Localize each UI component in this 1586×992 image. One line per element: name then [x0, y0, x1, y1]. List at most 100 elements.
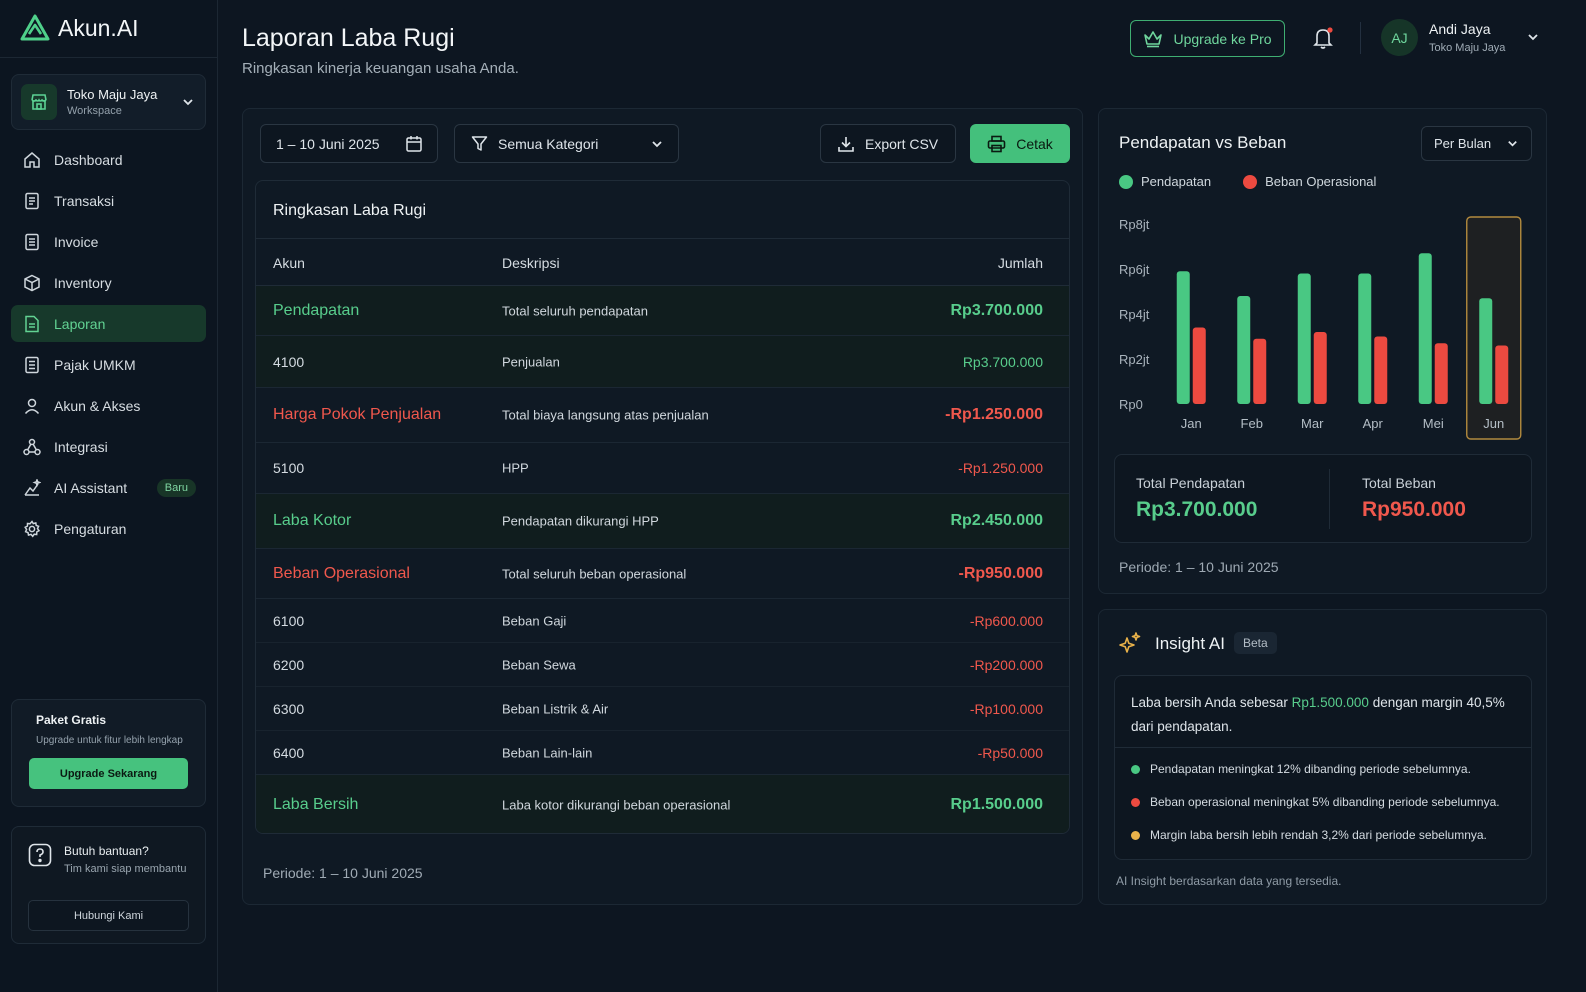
- y-tick-label: Rp8jt: [1119, 217, 1150, 232]
- invoice-icon: [22, 232, 42, 252]
- workspace-switcher[interactable]: Toko Maju Jaya Workspace: [11, 74, 206, 130]
- insight-footer: AI Insight berdasarkan data yang tersedi…: [1116, 874, 1342, 888]
- table-row[interactable]: 6400 Beban Lain-lain -Rp50.000: [256, 731, 1069, 775]
- sidebar-nav: Dashboard Transaksi Invoice Inventory La…: [11, 141, 206, 551]
- chart-legend: Pendapatan Beban Operasional: [1119, 174, 1408, 189]
- help-title: Butuh bantuan?: [64, 844, 149, 858]
- export-csv-button[interactable]: Export CSV: [820, 124, 956, 163]
- workspace-name: Toko Maju Jaya: [67, 87, 158, 102]
- account-amount: -Rp950.000: [958, 564, 1044, 582]
- account-amount: Rp1.500.000: [950, 796, 1043, 813]
- sidebar-item-inventory[interactable]: Inventory: [11, 264, 206, 301]
- user-org: Toko Maju Jaya: [1429, 42, 1506, 54]
- upgrade-now-button[interactable]: Upgrade Sekarang: [29, 758, 188, 789]
- column-header-jumlah: Jumlah: [997, 255, 1043, 271]
- insight-bullet-text: Margin laba bersih lebih rendah 3,2% dar…: [1150, 828, 1487, 842]
- contact-us-button[interactable]: Hubungi Kami: [28, 900, 189, 931]
- sidebar-item-label: Invoice: [54, 233, 99, 250]
- totals-card: Total Pendapatan Rp3.700.000 Total Beban…: [1114, 454, 1532, 543]
- bar-beban: [1192, 327, 1206, 404]
- table-row[interactable]: 6100 Beban Gaji -Rp600.000: [256, 599, 1069, 643]
- upgrade-pro-button[interactable]: Upgrade ke Pro: [1130, 20, 1285, 57]
- table-row[interactable]: Harga Pokok Penjualan Total biaya langsu…: [256, 388, 1069, 443]
- sidebar-item-dashboard[interactable]: Dashboard: [11, 141, 206, 178]
- bullet-dot: [1131, 797, 1140, 807]
- chevron-down-icon: [1506, 137, 1519, 150]
- table-row[interactable]: Laba Bersih Laba kotor dikurangi beban o…: [256, 775, 1069, 833]
- legend-item-beban[interactable]: Beban Operasional: [1243, 174, 1376, 189]
- notification-bell-icon[interactable]: [1313, 26, 1335, 50]
- sidebar-item-akun-akses[interactable]: Akun & Akses: [11, 387, 206, 424]
- insight-summary: Laba bersih Anda sebesar Rp1.500.000 den…: [1131, 691, 1521, 739]
- total-revenue-value: Rp3.700.000: [1136, 498, 1258, 521]
- bar-beban: [1434, 343, 1448, 404]
- account-name: Laba Kotor: [273, 512, 352, 529]
- table-row[interactable]: 4100 Penjualan Rp3.700.000: [256, 336, 1069, 388]
- date-range-picker[interactable]: 1 – 10 Juni 2025: [260, 124, 438, 163]
- table-row[interactable]: 5100 HPP -Rp1.250.000: [256, 443, 1069, 494]
- beta-badge: Beta: [1234, 632, 1277, 654]
- app-name: Akun.AI: [58, 14, 139, 41]
- legend-item-pendapatan[interactable]: Pendapatan: [1119, 174, 1211, 189]
- table-row[interactable]: 6300 Beban Listrik & Air -Rp100.000: [256, 687, 1069, 731]
- account-code: 4100: [273, 353, 305, 370]
- sidebar-item-ai-assistant[interactable]: AI Assistant Baru: [11, 469, 206, 506]
- print-button[interactable]: Cetak: [970, 124, 1070, 163]
- workspace-label: Workspace: [67, 105, 122, 117]
- sidebar-item-transaksi[interactable]: Transaksi: [11, 182, 206, 219]
- home-icon: [22, 150, 42, 170]
- insight-bullet-text: Pendapatan meningkat 12% dibanding perio…: [1150, 762, 1471, 776]
- sidebar-item-label: AI Assistant: [54, 479, 128, 496]
- sidebar-item-pengaturan[interactable]: Pengaturan: [11, 510, 206, 547]
- page-subtitle: Ringkasan kinerja keuangan usaha Anda.: [242, 60, 519, 77]
- app-logo[interactable]: Akun.AI: [20, 14, 139, 42]
- total-expense-value: Rp950.000: [1362, 498, 1466, 521]
- page-title: Laporan Laba Rugi: [242, 24, 455, 52]
- period-select[interactable]: Per Bulan: [1421, 126, 1532, 161]
- profit-loss-table: Ringkasan Laba Rugi Akun Deskripsi Jumla…: [255, 180, 1070, 834]
- table-row[interactable]: Beban Operasional Total seluruh beban op…: [256, 549, 1069, 599]
- x-tick-label: Jun: [1483, 416, 1504, 431]
- sidebar-item-label: Integrasi: [54, 438, 108, 455]
- divider: [1360, 22, 1361, 54]
- help-card: Butuh bantuan? Tim kami siap membantu Hu…: [11, 826, 206, 944]
- account-description: Laba kotor dikurangi beban operasional: [502, 797, 731, 813]
- x-tick-label: Mar: [1301, 416, 1324, 431]
- export-csv-label: Export CSV: [865, 135, 939, 152]
- sidebar-item-laporan[interactable]: Laporan: [11, 305, 206, 342]
- bar-beban: [1253, 338, 1267, 404]
- sidebar-item-label: Transaksi: [54, 192, 115, 209]
- ai-insight-panel: Insight AI Beta Laba bersih Anda sebesar…: [1098, 609, 1547, 905]
- plan-card: Paket Gratis Upgrade untuk fitur lebih l…: [11, 699, 206, 807]
- chevron-down-icon[interactable]: [1526, 30, 1540, 44]
- account-code: 6200: [273, 656, 305, 673]
- table-row[interactable]: Laba Kotor Pendapatan dikurangi HPP Rp2.…: [256, 494, 1069, 549]
- table-row[interactable]: Pendapatan Total seluruh pendapatan Rp3.…: [256, 286, 1069, 336]
- table-row[interactable]: 6200 Beban Sewa -Rp200.000: [256, 643, 1069, 687]
- receipt-icon: [22, 191, 42, 211]
- bullet-dot: [1131, 764, 1140, 774]
- bar-pendapatan: [1418, 253, 1432, 404]
- account-name: Harga Pokok Penjualan: [273, 406, 442, 423]
- sidebar-item-label: Akun & Akses: [54, 397, 141, 414]
- user-name[interactable]: Andi Jaya: [1429, 21, 1491, 37]
- category-filter[interactable]: Semua Kategori: [454, 124, 679, 163]
- insight-bullet-text: Beban operasional meningkat 5% dibanding…: [1150, 795, 1500, 809]
- account-name: Laba Bersih: [273, 796, 359, 813]
- divider: [1115, 747, 1531, 748]
- chevron-down-icon: [181, 95, 195, 109]
- legend-swatch: [1243, 174, 1258, 189]
- account-amount: -Rp100.000: [969, 700, 1043, 717]
- sidebar-item-invoice[interactable]: Invoice: [11, 223, 206, 260]
- sparkle-chart-icon: [22, 478, 42, 498]
- help-subtitle: Tim kami siap membantu: [64, 863, 187, 875]
- report-panel: 1 – 10 Juni 2025 Semua Kategori Export C…: [242, 108, 1083, 905]
- new-badge: Baru: [156, 478, 196, 497]
- sidebar-item-label: Laporan: [54, 315, 106, 332]
- account-description: Penjualan: [502, 354, 560, 369]
- avatar[interactable]: AJ: [1381, 19, 1418, 56]
- bullet-dot: [1131, 830, 1140, 840]
- sidebar-item-pajak-umkm[interactable]: Pajak UMKM: [11, 346, 206, 383]
- sidebar-item-integrasi[interactable]: Integrasi: [11, 428, 206, 465]
- account-amount: -Rp200.000: [969, 656, 1043, 673]
